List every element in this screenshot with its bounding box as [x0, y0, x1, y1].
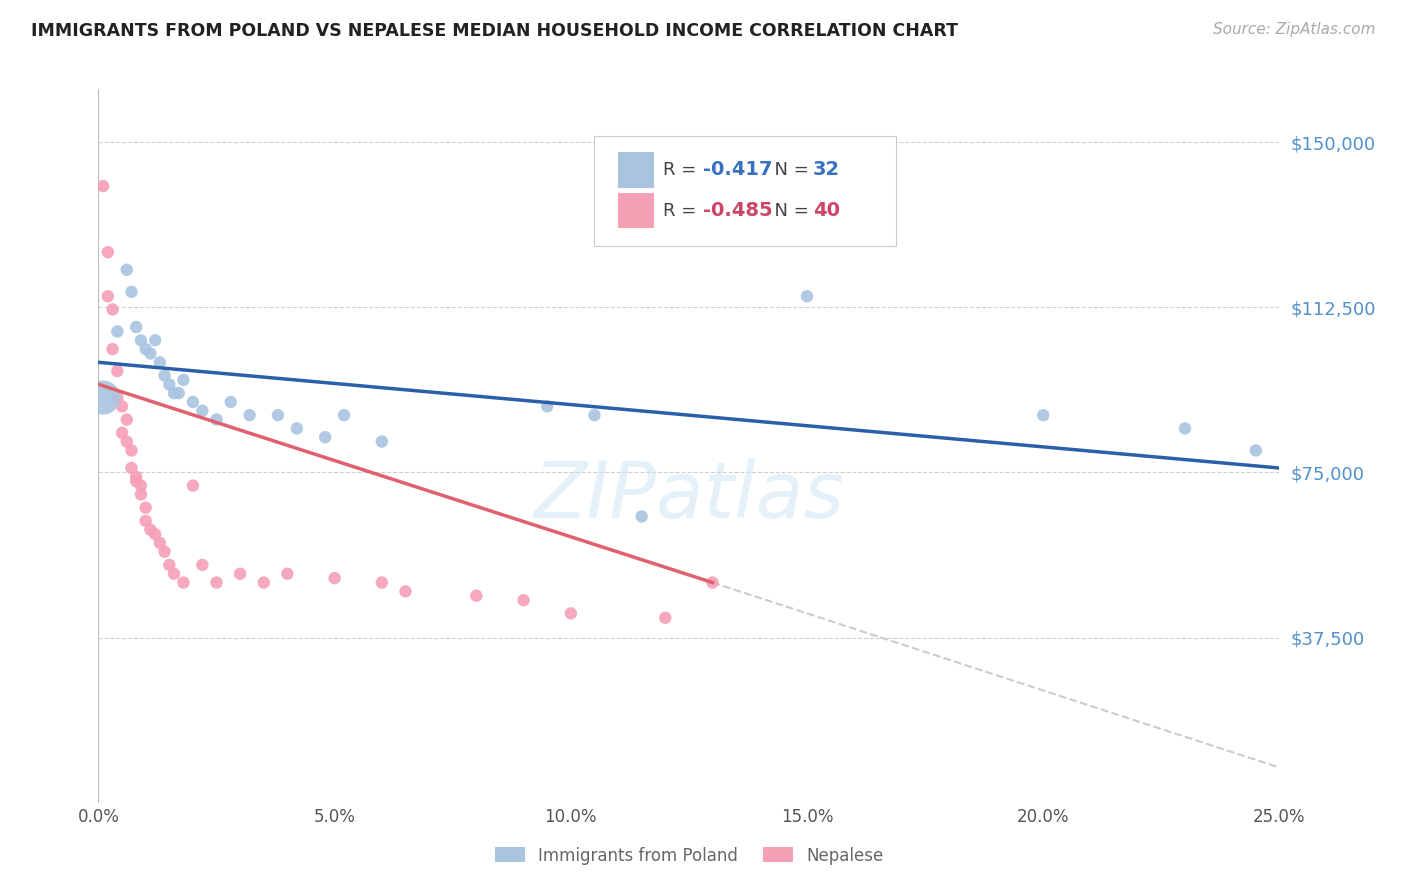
- Point: [267, 408, 290, 422]
- Point: [101, 342, 124, 356]
- Point: [371, 434, 394, 449]
- Point: [91, 391, 114, 405]
- Point: [172, 575, 194, 590]
- Point: [465, 589, 488, 603]
- Point: [239, 408, 262, 422]
- FancyBboxPatch shape: [619, 193, 654, 228]
- Point: [512, 593, 534, 607]
- Point: [105, 391, 128, 405]
- Point: [101, 302, 124, 317]
- Point: [121, 443, 143, 458]
- Point: [111, 400, 134, 414]
- Point: [139, 523, 162, 537]
- Point: [115, 262, 138, 277]
- Point: [229, 566, 252, 581]
- Point: [139, 346, 162, 360]
- Point: [285, 421, 308, 435]
- Point: [253, 575, 276, 590]
- Point: [135, 342, 157, 356]
- Point: [536, 400, 558, 414]
- Text: R =: R =: [664, 161, 702, 178]
- Point: [115, 434, 138, 449]
- Point: [702, 575, 724, 590]
- Point: [153, 368, 176, 383]
- Point: [172, 373, 194, 387]
- Point: [135, 500, 157, 515]
- Point: [323, 571, 346, 585]
- Point: [97, 245, 120, 260]
- Point: [333, 408, 356, 422]
- Text: -0.417: -0.417: [703, 161, 773, 179]
- FancyBboxPatch shape: [595, 136, 896, 246]
- Point: [149, 355, 172, 369]
- Point: [157, 558, 180, 572]
- Point: [121, 461, 143, 475]
- Point: [121, 285, 143, 299]
- Point: [314, 430, 336, 444]
- Point: [125, 475, 148, 489]
- Text: R =: R =: [664, 202, 702, 219]
- Point: [560, 607, 582, 621]
- Point: [583, 408, 606, 422]
- Point: [143, 333, 166, 347]
- Point: [91, 179, 114, 194]
- Point: [1244, 443, 1267, 458]
- Legend: Immigrants from Poland, Nepalese: Immigrants from Poland, Nepalese: [486, 838, 891, 873]
- Point: [191, 403, 214, 417]
- Point: [630, 509, 652, 524]
- Point: [105, 325, 128, 339]
- Point: [149, 536, 172, 550]
- Point: [111, 425, 134, 440]
- Point: [1032, 408, 1054, 422]
- Point: [181, 395, 204, 409]
- Text: Source: ZipAtlas.com: Source: ZipAtlas.com: [1212, 22, 1375, 37]
- Point: [105, 364, 128, 378]
- Point: [654, 611, 676, 625]
- Point: [125, 470, 148, 484]
- Point: [129, 333, 152, 347]
- Point: [371, 575, 394, 590]
- Point: [153, 545, 176, 559]
- Point: [219, 395, 242, 409]
- Point: [205, 575, 228, 590]
- Point: [163, 566, 186, 581]
- Text: 40: 40: [813, 201, 839, 220]
- Point: [796, 289, 818, 303]
- Point: [191, 558, 214, 572]
- Text: N =: N =: [763, 161, 815, 178]
- Text: 32: 32: [813, 161, 839, 179]
- Point: [115, 412, 138, 426]
- Point: [143, 527, 166, 541]
- Point: [97, 289, 120, 303]
- Point: [205, 412, 228, 426]
- Point: [1174, 421, 1197, 435]
- Text: ZIPatlas: ZIPatlas: [533, 458, 845, 534]
- Text: N =: N =: [763, 202, 815, 219]
- Point: [167, 386, 190, 401]
- FancyBboxPatch shape: [619, 152, 654, 187]
- Point: [157, 377, 180, 392]
- Point: [125, 320, 148, 334]
- Point: [181, 478, 204, 492]
- Point: [276, 566, 298, 581]
- Text: IMMIGRANTS FROM POLAND VS NEPALESE MEDIAN HOUSEHOLD INCOME CORRELATION CHART: IMMIGRANTS FROM POLAND VS NEPALESE MEDIA…: [31, 22, 957, 40]
- Point: [129, 487, 152, 501]
- Point: [163, 386, 186, 401]
- Point: [129, 478, 152, 492]
- Point: [135, 514, 157, 528]
- Text: -0.485: -0.485: [703, 201, 773, 220]
- Point: [394, 584, 416, 599]
